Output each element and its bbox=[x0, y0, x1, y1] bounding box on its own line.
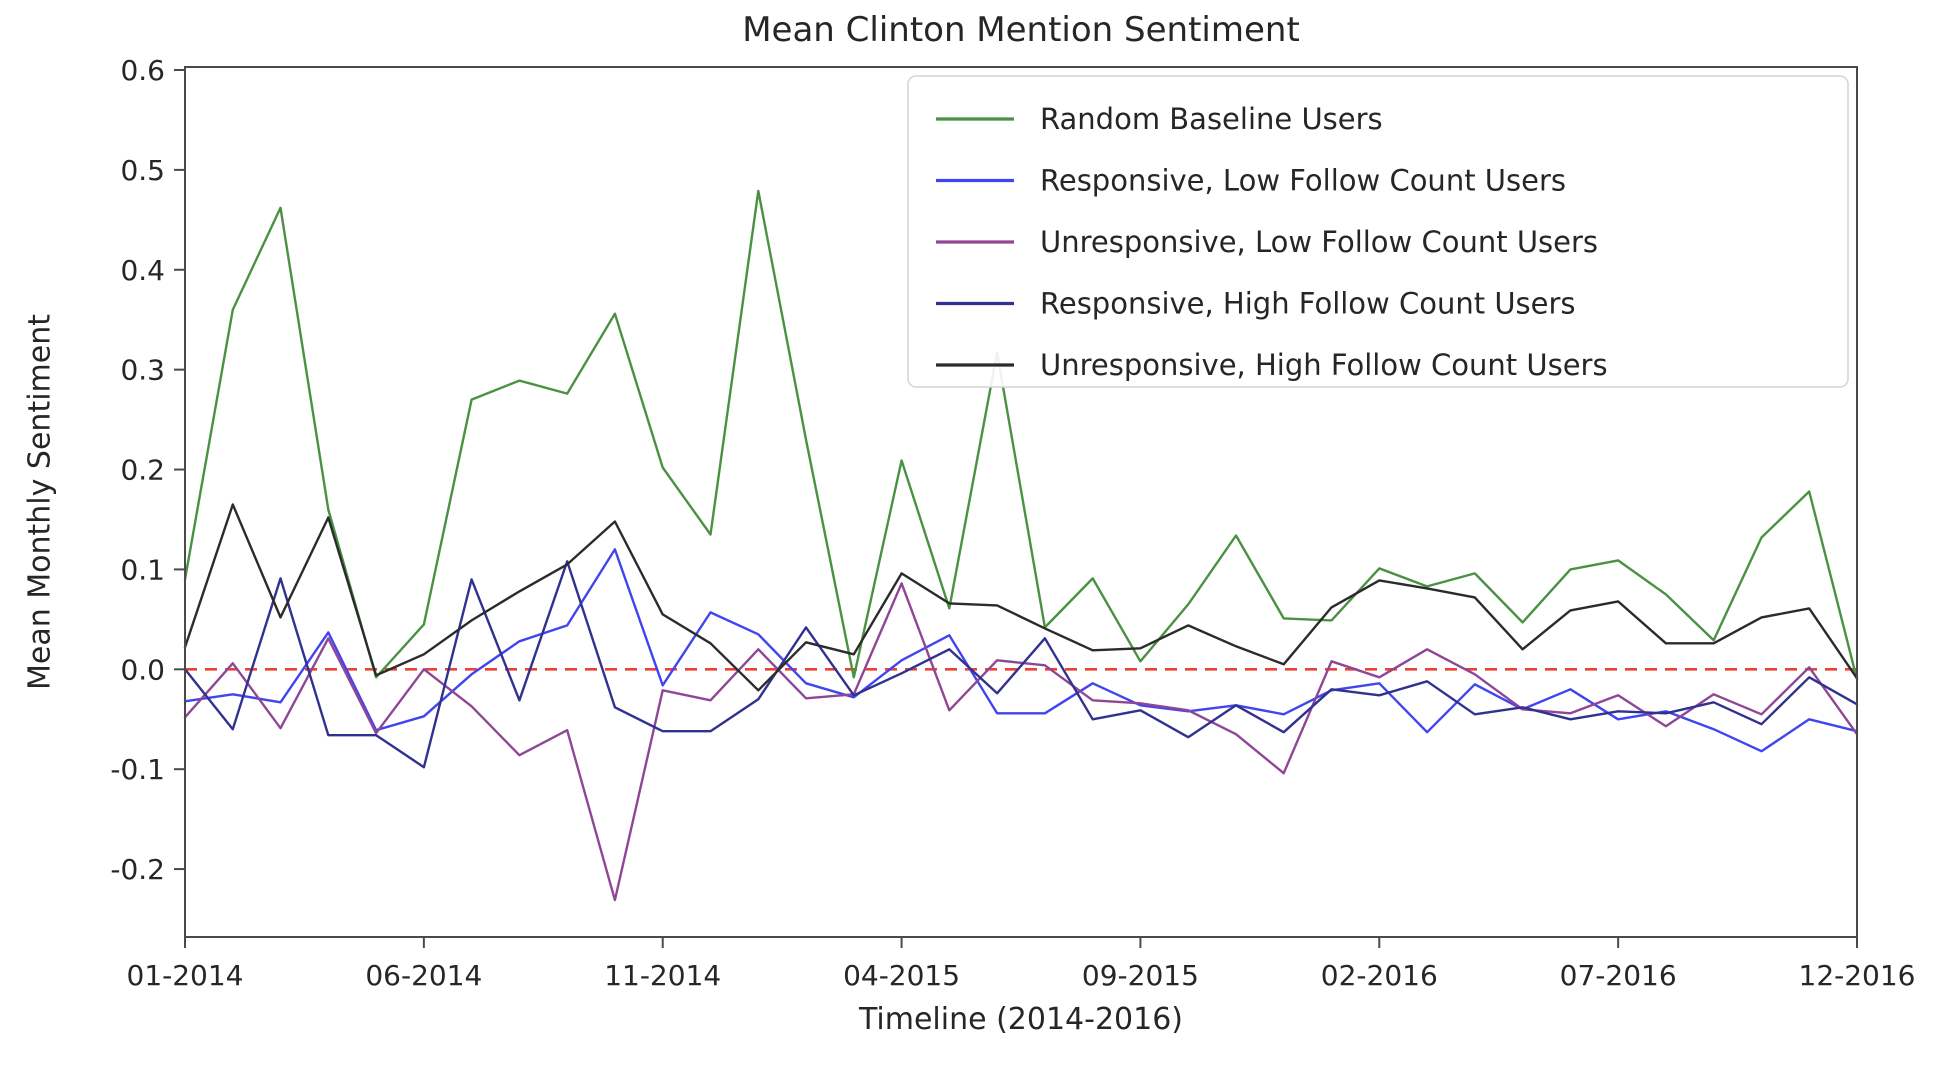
series-line-2 bbox=[183, 548, 1859, 753]
legend-label-5: Unresponsive, High Follow Count Users bbox=[1040, 348, 1608, 382]
legend-label-3: Unresponsive, Low Follow Count Users bbox=[1040, 225, 1598, 259]
x-axis-label: Timeline (2014-2016) bbox=[858, 1002, 1184, 1037]
series-line-5 bbox=[183, 503, 1859, 692]
x-tick-label: 11-2014 bbox=[604, 959, 721, 992]
series-line-4 bbox=[183, 560, 1859, 769]
legend-label-4: Responsive, High Follow Count Users bbox=[1040, 287, 1576, 321]
y-tick-label: 0.5 bbox=[120, 154, 165, 187]
legend-label-1: Random Baseline Users bbox=[1040, 102, 1383, 136]
x-tick-label: 06-2014 bbox=[365, 959, 482, 992]
chart-title: Mean Clinton Mention Sentiment bbox=[742, 10, 1300, 50]
y-tick-label: -0.2 bbox=[110, 853, 165, 886]
y-axis-label: Mean Monthly Sentiment bbox=[22, 314, 58, 690]
x-tick-label: 07-2016 bbox=[1560, 959, 1677, 992]
y-tick-label: 0.6 bbox=[120, 54, 165, 87]
y-tick-label: -0.1 bbox=[110, 753, 165, 786]
series-line-3 bbox=[183, 582, 1859, 902]
plot-frame bbox=[184, 66, 1858, 938]
y-tick-label: 0.3 bbox=[120, 354, 165, 387]
x-tick-label: 02-2016 bbox=[1321, 959, 1438, 992]
y-tick-label: 0.4 bbox=[120, 254, 165, 287]
y-tick-label: 0.2 bbox=[120, 454, 165, 487]
series-line-1 bbox=[183, 189, 1859, 681]
x-tick-label: 12-2016 bbox=[1799, 959, 1916, 992]
legend-box bbox=[907, 75, 1849, 388]
y-tick-label: 0.1 bbox=[120, 553, 165, 586]
legend-label-2: Responsive, Low Follow Count Users bbox=[1040, 164, 1566, 198]
x-tick-label: 01-2014 bbox=[127, 959, 244, 992]
y-tick-label: 0.0 bbox=[120, 653, 165, 686]
x-tick-label: 04-2015 bbox=[843, 959, 960, 992]
x-tick-label: 09-2015 bbox=[1082, 959, 1199, 992]
